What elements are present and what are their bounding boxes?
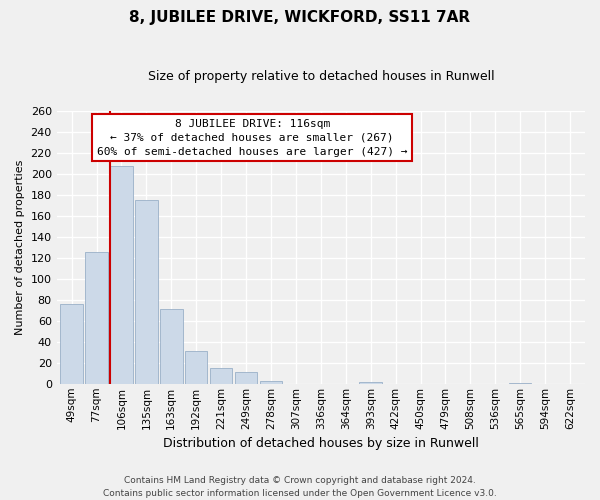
Bar <box>160 309 182 384</box>
Bar <box>509 382 532 384</box>
Text: 8 JUBILEE DRIVE: 116sqm
← 37% of detached houses are smaller (267)
60% of semi-d: 8 JUBILEE DRIVE: 116sqm ← 37% of detache… <box>97 119 407 157</box>
Y-axis label: Number of detached properties: Number of detached properties <box>15 160 25 335</box>
Bar <box>359 382 382 384</box>
Bar <box>260 380 282 384</box>
Bar <box>110 166 133 384</box>
Bar <box>135 200 158 384</box>
Bar <box>85 252 108 384</box>
Text: Contains HM Land Registry data © Crown copyright and database right 2024.
Contai: Contains HM Land Registry data © Crown c… <box>103 476 497 498</box>
Bar <box>235 372 257 384</box>
Bar <box>185 351 208 384</box>
Title: Size of property relative to detached houses in Runwell: Size of property relative to detached ho… <box>148 70 494 83</box>
Text: 8, JUBILEE DRIVE, WICKFORD, SS11 7AR: 8, JUBILEE DRIVE, WICKFORD, SS11 7AR <box>130 10 470 25</box>
X-axis label: Distribution of detached houses by size in Runwell: Distribution of detached houses by size … <box>163 437 479 450</box>
Bar <box>210 368 232 384</box>
Bar <box>61 304 83 384</box>
